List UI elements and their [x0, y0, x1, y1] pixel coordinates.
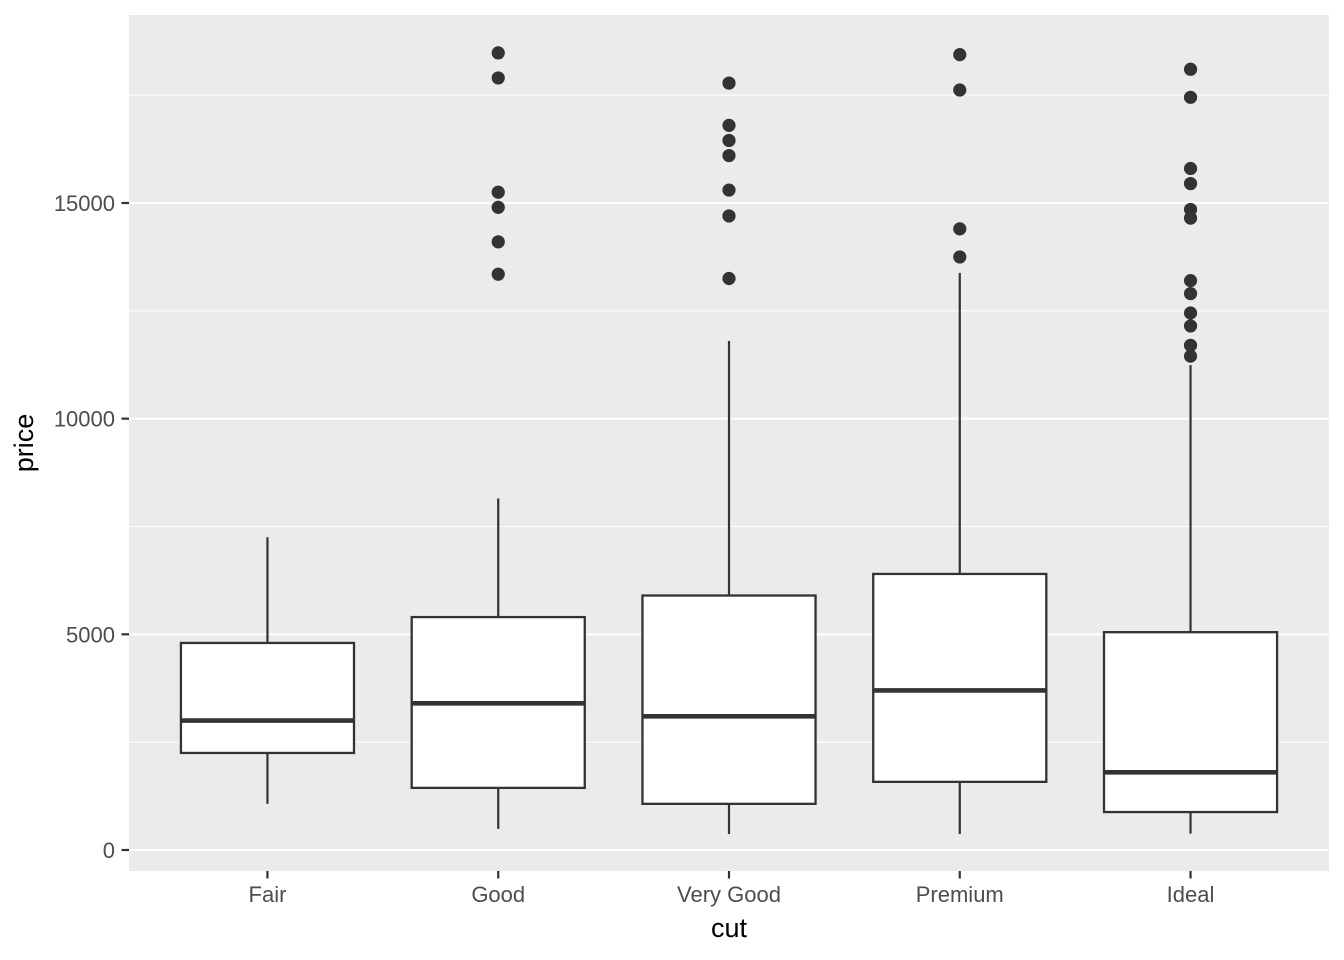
outlier-point — [953, 222, 967, 236]
y-axis: 0 5000 10000 15000 — [54, 191, 129, 863]
outlier-point — [1183, 90, 1198, 104]
x-axis: Fair Good Very Good Premium Ideal — [249, 871, 1215, 907]
outlier-point — [1183, 319, 1198, 333]
outlier-point — [722, 76, 736, 90]
outlier-point — [491, 185, 505, 199]
outlier-point — [1183, 202, 1198, 217]
outlier-point — [722, 183, 736, 197]
iqr-box — [872, 572, 1048, 783]
iqr-box — [179, 641, 356, 755]
outlier-point — [491, 71, 505, 85]
outlier-point — [953, 83, 967, 97]
outlier-point — [1183, 62, 1198, 76]
boxplot-ideal — [1102, 62, 1279, 834]
outlier-point — [1183, 274, 1198, 288]
y-tick-label: 0 — [103, 838, 115, 863]
outlier-point — [1183, 176, 1198, 191]
x-tick-label: Premium — [916, 882, 1004, 907]
outlier-point — [953, 250, 967, 264]
iqr-box — [641, 594, 817, 805]
x-tick-label: Good — [471, 882, 525, 907]
y-tick-label: 10000 — [54, 407, 115, 432]
outlier-point — [722, 209, 736, 223]
outlier-point — [491, 235, 505, 249]
outlier-point — [1183, 161, 1198, 176]
boxplot-fair — [179, 537, 356, 804]
outlier-point — [1183, 286, 1198, 301]
outlier-point — [722, 271, 736, 286]
outlier-point — [1183, 338, 1198, 352]
y-tick-label: 5000 — [66, 622, 115, 647]
outlier-point — [953, 48, 967, 62]
y-tick-label: 15000 — [54, 191, 115, 216]
x-tick-label: Ideal — [1167, 882, 1215, 907]
outlier-point — [722, 148, 736, 163]
outlier-point — [491, 200, 505, 214]
outlier-point — [491, 46, 505, 60]
boxplots — [179, 46, 1279, 835]
outlier-point — [722, 118, 736, 132]
outlier-point — [1183, 306, 1198, 320]
outlier-point — [491, 267, 505, 281]
iqr-box — [1102, 631, 1279, 814]
boxplot-very-good — [641, 76, 817, 835]
x-tick-label: Fair — [249, 882, 287, 907]
boxplot-premium — [872, 48, 1048, 835]
y-axis-title: price — [9, 414, 39, 473]
outlier-point — [722, 133, 736, 148]
outlier-point — [1183, 349, 1198, 363]
x-tick-label: Very Good — [677, 882, 781, 907]
x-axis-title: cut — [711, 913, 748, 943]
boxplot-good — [410, 46, 586, 829]
